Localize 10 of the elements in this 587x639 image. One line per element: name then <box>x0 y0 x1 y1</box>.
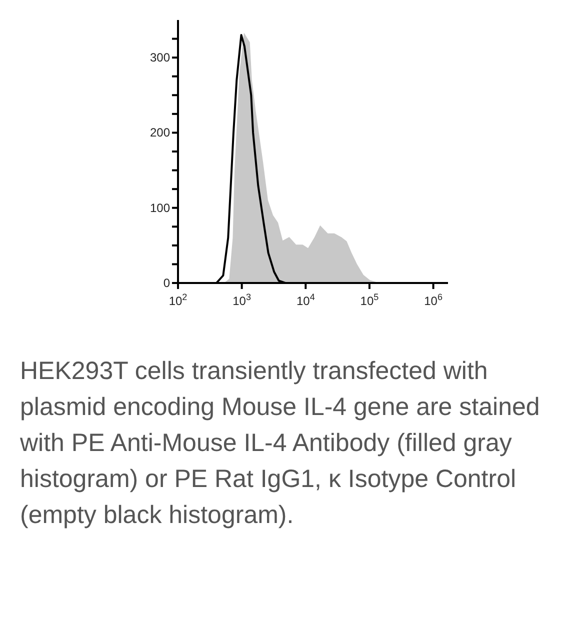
y-tick-label: 300 <box>150 50 170 65</box>
x-tick-label: 10$^{6}$ <box>424 292 442 308</box>
x-tick-label: 10$^{4}$ <box>296 292 315 308</box>
y-tick-label: 100 <box>150 200 170 215</box>
x-tick-label: 10$^{5}$ <box>360 292 379 308</box>
x-tick-label: 10$^{2}$ <box>168 292 188 308</box>
x-tick-label: 10$^{3}$ <box>232 292 252 308</box>
y-tick-label: 200 <box>150 126 170 140</box>
text: HEK293T cells transiently transfected with plasmid encoding Mouse IL-4 gene are stained with PE Anti-Mouse IL-4 Antibody (filled gray histogram) or PE Rat IgG1, κ Isotype Control (empty black histogram). <box>20 356 541 531</box>
y-tick-label: 0 <box>163 276 170 290</box>
